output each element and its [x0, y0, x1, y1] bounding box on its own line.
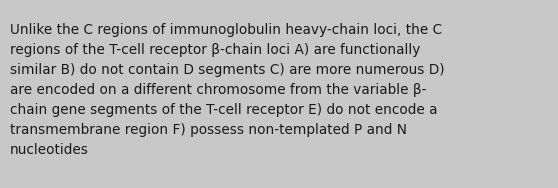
Text: Unlike the C regions of immunoglobulin heavy-chain loci, the C
regions of the T-: Unlike the C regions of immunoglobulin h… [10, 23, 445, 157]
